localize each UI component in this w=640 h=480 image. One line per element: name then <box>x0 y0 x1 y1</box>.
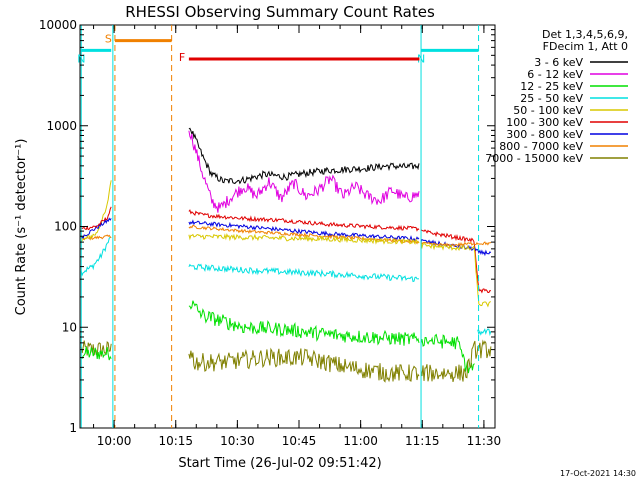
y-axis-label: Count Rate (s⁻¹ detector⁻¹) <box>14 139 29 316</box>
y-tick-label-1000: 1000 <box>46 119 77 133</box>
series-50-100-keV-seg2 <box>420 242 491 308</box>
x-tick-label-10:15: 10:15 <box>158 434 193 448</box>
x-tick-label-11:15: 11:15 <box>405 434 440 448</box>
x-tick-label-10:45: 10:45 <box>282 434 317 448</box>
legend-label-7: 800 - 7000 keV <box>499 140 583 153</box>
legend-label-3: 25 - 50 keV <box>520 92 583 105</box>
series-7000-15000-keV-seg2 <box>420 339 492 383</box>
flag-label-F-3: F <box>179 51 185 64</box>
x-axis-label: Start Time (26-Jul-02 09:51:42) <box>178 456 381 471</box>
legend-label-6: 300 - 800 keV <box>506 128 583 141</box>
series-100-300-keV-seg0 <box>80 206 112 231</box>
legend-label-4: 50 - 100 keV <box>513 104 583 117</box>
footer-timestamp: 17-Oct-2021 14:30 <box>560 469 636 478</box>
series-6-12-keV-seg1 <box>188 130 420 213</box>
series-12-25-keV-seg1 <box>188 300 420 346</box>
series-50-100-keV-seg0 <box>80 180 112 243</box>
series-300-800-keV-seg1 <box>188 219 420 242</box>
series-25-50-keV-seg1 <box>188 263 420 283</box>
series-300-800-keV-seg2 <box>420 239 492 257</box>
series-3-6-keV-seg1 <box>188 127 420 185</box>
flag-label-N-1: N <box>77 52 85 65</box>
y-tick-label-100: 100 <box>54 220 77 234</box>
legend-label-2: 12 - 25 keV <box>520 80 583 93</box>
legend-label-5: 100 - 300 keV <box>506 116 583 129</box>
legend-label-1: 6 - 12 keV <box>527 68 583 81</box>
series-300-800-keV-seg0 <box>80 217 112 239</box>
y-tick-label-10: 10 <box>62 320 77 334</box>
x-tick-label-11:30: 11:30 <box>467 434 502 448</box>
legend-header-line1: Det 1,3,4,5,6,9, <box>542 28 628 41</box>
legend-header-line2: FDecim 1, Att 0 <box>543 40 628 53</box>
legend-label-0: 3 - 6 keV <box>534 56 583 69</box>
x-tick-label-10:30: 10:30 <box>220 434 255 448</box>
y-tick-label-1: 1 <box>69 421 77 435</box>
series-25-50-keV-seg2 <box>477 328 492 337</box>
plot-frame <box>79 24 496 429</box>
series-12-25-keV-seg0 <box>81 346 112 361</box>
y-tick-label-10000: 10000 <box>39 18 77 32</box>
series-7000-15000-keV-seg1 <box>188 347 420 383</box>
series-100-300-keV-seg2 <box>420 229 491 294</box>
y-axis: 1 10 100 1000 10000 <box>39 18 495 435</box>
plot-area: S N N F <box>77 24 496 429</box>
series-12-25-keV-seg2 <box>420 333 475 374</box>
flag-label-S-0: S <box>105 33 112 46</box>
flag-label-N-2: N <box>417 52 425 65</box>
legend-label-8: 7000 - 15000 keV <box>485 152 583 165</box>
x-axis: 10:00 10:15 10:30 10:45 11:00 11:15 11:30 <box>93 25 502 448</box>
x-tick-label-10:00: 10:00 <box>97 434 132 448</box>
chart-title: RHESSI Observing Summary Count Rates <box>125 3 435 21</box>
series-50-100-keV-seg1 <box>188 232 420 245</box>
legend: Det 1,3,4,5,6,9, FDecim 1, Att 0 3 - 6 k… <box>485 28 628 165</box>
series-25-50-keV-seg0 <box>80 236 112 277</box>
series-100-300-keV-seg1 <box>188 209 420 232</box>
x-tick-label-11:00: 11:00 <box>343 434 378 448</box>
